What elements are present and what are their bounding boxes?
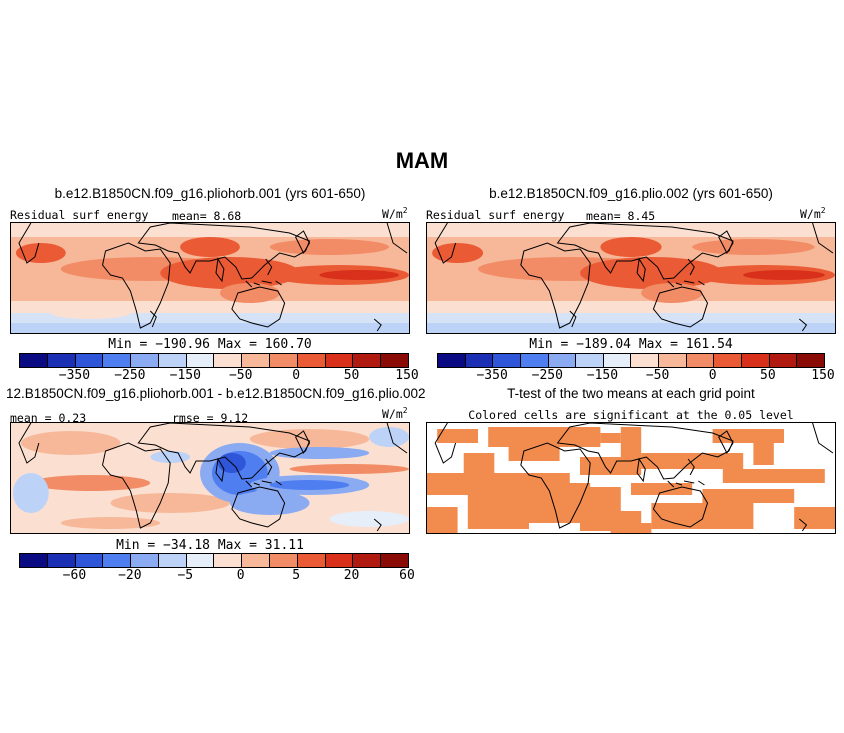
figure-title: MAM	[395, 148, 449, 173]
colorbar-tick-label: −60	[62, 568, 87, 583]
colorbar-swatch	[186, 554, 215, 567]
panel4-map	[426, 422, 836, 534]
panel2-mean-label: mean= 8.45	[586, 209, 656, 223]
panel2-colorbar	[437, 353, 825, 368]
colorbar-swatch	[20, 354, 48, 367]
panel2-variable-label: Residual surf energy	[426, 208, 565, 222]
colorbar-swatch	[325, 354, 354, 367]
colorbar-swatch	[769, 354, 798, 367]
colorbar-swatch	[270, 354, 298, 367]
colorbar-swatch	[714, 354, 743, 367]
colorbar-swatch	[75, 354, 104, 367]
colorbar-tick-label: −350	[476, 368, 508, 383]
colorbar-swatch	[103, 554, 132, 567]
colorbar-swatch	[20, 554, 48, 567]
colorbar-tick-label: 0	[236, 568, 245, 583]
colorbar-swatch	[158, 554, 187, 567]
colorbar-tick-label: 150	[811, 368, 835, 383]
colorbar-swatch	[381, 354, 408, 367]
colorbar-swatch	[131, 554, 159, 567]
colorbar-swatch	[297, 554, 326, 567]
colorbar-swatch	[353, 354, 382, 367]
colorbar-tick-label: −350	[58, 368, 91, 383]
colorbar-tick-label: −50	[228, 368, 253, 383]
colorbar-tick-label: −5	[177, 568, 194, 583]
colorbar-swatch	[438, 354, 466, 367]
colorbar-swatch	[242, 554, 271, 567]
colorbar-swatch	[297, 354, 326, 367]
panel2-map	[426, 222, 836, 334]
colorbar-tick-label: −20	[118, 568, 142, 583]
colorbar-swatch	[103, 354, 132, 367]
panel3-unit-label: W/m2	[382, 406, 408, 421]
colorbar-tick-label: −150	[586, 368, 619, 383]
panel1-minmax: Min = −190.96 Max = 160.70	[108, 337, 312, 352]
panel2-unit-label: W/m2	[800, 206, 826, 221]
panel2-map-field	[427, 223, 835, 333]
panel1-map-field	[11, 223, 409, 333]
colorbar-swatch	[47, 354, 76, 367]
colorbar-tick-label: −250	[114, 368, 146, 383]
colorbar-swatch	[576, 354, 604, 367]
colorbar-swatch	[214, 354, 243, 367]
colorbar-swatch	[325, 554, 354, 567]
panel1-variable-label: Residual surf energy	[10, 208, 149, 222]
colorbar-tick-label: 50	[343, 368, 360, 383]
colorbar-tick-label: −50	[645, 368, 670, 383]
colorbar-swatch	[131, 354, 159, 367]
panel2-title: b.e12.B1850CN.f09_g16.plio.002 (yrs 601-…	[489, 186, 773, 201]
panel1-mean-label: mean= 8.68	[172, 209, 242, 223]
colorbar-swatch	[381, 554, 408, 567]
colorbar-swatch	[659, 354, 687, 367]
panel3-minmax: Min = −34.18 Max = 31.11	[116, 538, 304, 553]
panel3-colorbar	[19, 553, 409, 568]
panel3-title: 12.B1850CN.f09_g16.pliohorb.001 - b.e12.…	[6, 386, 426, 401]
panel1-map	[10, 222, 410, 334]
colorbar-tick-label: 20	[343, 568, 360, 583]
colorbar-swatch	[603, 354, 632, 367]
panel1-colorbar	[19, 353, 409, 368]
colorbar-tick-label: −250	[531, 368, 563, 383]
panel3-map-field	[11, 423, 409, 533]
colorbar-tick-label: 0	[708, 368, 717, 383]
colorbar-tick-label: 60	[399, 568, 415, 583]
colorbar-swatch	[353, 554, 382, 567]
colorbar-swatch	[270, 554, 298, 567]
colorbar-swatch	[465, 354, 494, 367]
colorbar-tick-label: −150	[169, 368, 201, 383]
colorbar-swatch	[47, 554, 76, 567]
colorbar-tick-label: 5	[292, 568, 301, 583]
panel1-title: b.e12.B1850CN.f09_g16.pliohorb.001 (yrs …	[54, 186, 366, 201]
colorbar-swatch	[742, 354, 770, 367]
panel3-mean-label: mean = 0.23	[10, 411, 87, 425]
colorbar-tick-label: 150	[395, 368, 419, 383]
colorbar-swatch	[797, 354, 824, 367]
colorbar-tick-label: 50	[760, 368, 776, 383]
panel3-rmse-label: rmse = 9.12	[172, 411, 249, 425]
colorbar-swatch	[520, 354, 549, 367]
panel4-subtitle: Colored cells are significant at the 0.0…	[468, 408, 794, 422]
colorbar-tick-label: 0	[292, 368, 301, 383]
colorbar-swatch	[631, 354, 660, 367]
colorbar-swatch	[186, 354, 215, 367]
panel4-map-field	[427, 423, 835, 533]
panel3-map	[10, 422, 410, 534]
colorbar-swatch	[75, 554, 104, 567]
colorbar-swatch	[158, 354, 187, 367]
colorbar-swatch	[214, 554, 243, 567]
colorbar-swatch	[242, 354, 271, 367]
panel1-unit-label: W/m2	[382, 206, 408, 221]
colorbar-swatch	[548, 354, 577, 367]
panel2-minmax: Min = −189.04 Max = 161.54	[529, 337, 733, 352]
panel4-title: T-test of the two means at each grid poi…	[507, 386, 755, 401]
colorbar-swatch	[493, 354, 521, 367]
colorbar-swatch	[686, 354, 715, 367]
